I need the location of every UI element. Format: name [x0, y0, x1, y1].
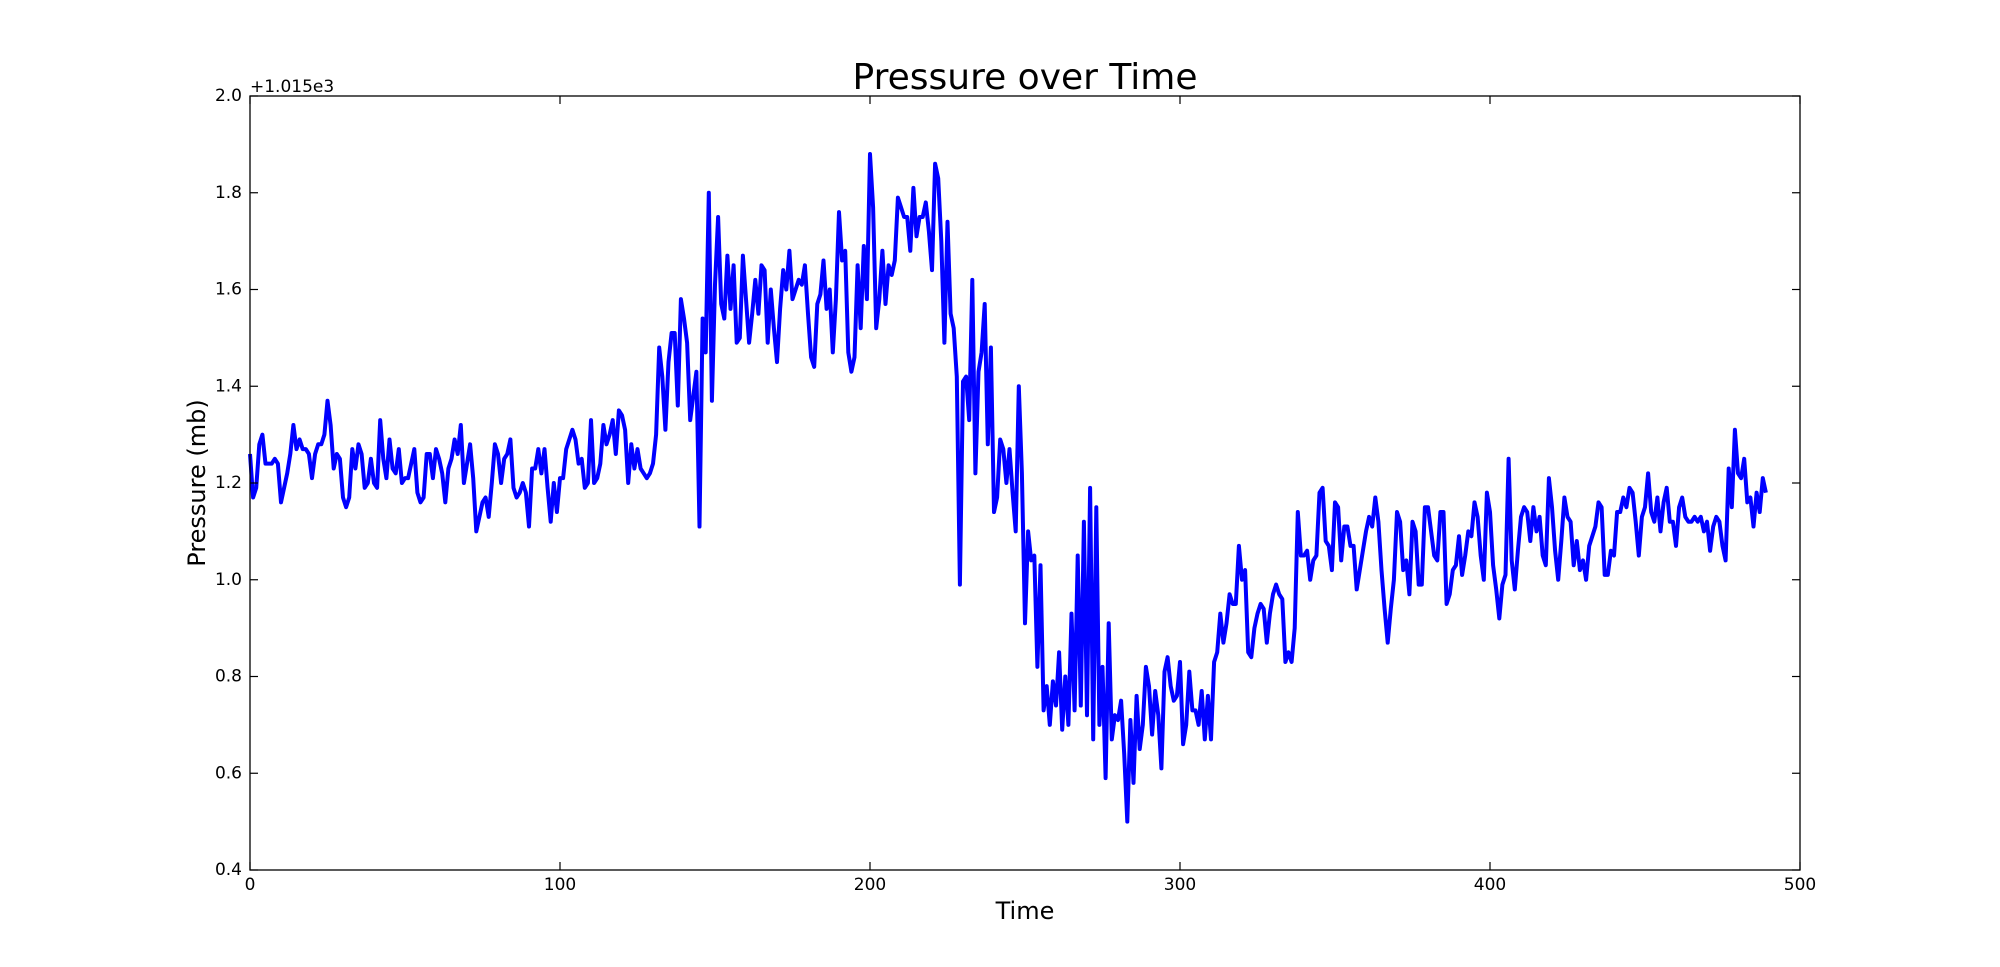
x-tick-label: 200 [854, 875, 886, 895]
chart-title: Pressure over Time [853, 57, 1198, 98]
x-tick-label: 0 [245, 875, 256, 895]
x-tick-label: 500 [1784, 875, 1816, 895]
y-tick-label: 0.8 [215, 667, 242, 687]
y-tick-label: 1.0 [215, 570, 242, 590]
y-tick-label: 2.0 [215, 86, 242, 106]
data-line [248, 152, 1768, 824]
y-tick-label: 0.4 [215, 860, 242, 880]
y-tick-label: 1.4 [215, 376, 242, 396]
y-offset-label: +1.015e3 [250, 77, 334, 97]
x-tick-label: 300 [1164, 875, 1196, 895]
x-tick-label: 100 [544, 875, 576, 895]
x-tick-label: 400 [1474, 875, 1506, 895]
y-tick-label: 0.6 [215, 763, 242, 783]
y-tick-label: 1.2 [215, 473, 242, 493]
y-tick-label: 1.6 [215, 280, 242, 300]
y-axis-label: Pressure (mb) [183, 399, 211, 566]
x-axis-label: Time [995, 897, 1055, 925]
y-tick-label: 1.8 [215, 183, 242, 203]
